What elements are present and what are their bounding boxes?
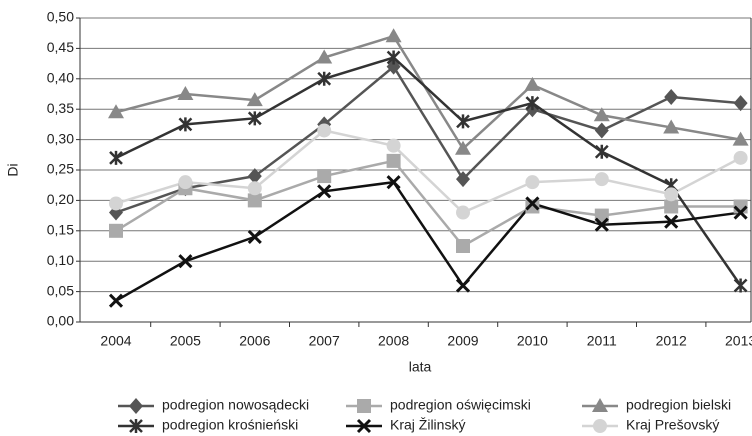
data-point: [663, 119, 680, 134]
legend-label: podregion bielski: [626, 397, 731, 413]
data-point: [664, 89, 679, 106]
data-point: [109, 150, 123, 165]
data-point: [177, 86, 194, 100]
x-tick-label: 2011: [587, 333, 617, 349]
y-tick-label: 0,20: [47, 191, 74, 207]
x-tick-label: 2012: [656, 333, 687, 349]
legend-marker: [129, 398, 143, 414]
x-tick-label: 2004: [100, 333, 131, 349]
data-point: [732, 131, 749, 146]
data-point: [525, 199, 540, 214]
data-point: [109, 223, 123, 238]
data-point: [733, 95, 748, 112]
y-tick-label: 0,10: [47, 252, 74, 268]
data-point: [247, 168, 262, 185]
data-point: [246, 92, 263, 107]
y-tick-label: 0,00: [47, 313, 74, 329]
x-tick-label: 2005: [170, 333, 201, 349]
legend-label: Kraj Prešovský: [626, 417, 719, 433]
y-tick-label: 0,30: [47, 130, 74, 146]
data-point: [108, 104, 124, 119]
y-tick-label: 0,45: [47, 39, 74, 55]
legend-label: podregion krośnieński: [162, 417, 298, 433]
x-tick-label: 2007: [309, 333, 340, 349]
data-point: [316, 49, 333, 64]
data-point: [317, 71, 332, 86]
legend-label: podregion nowosądecki: [162, 397, 309, 413]
series-line: [115, 129, 742, 215]
legend-label: Kraj Žilinský: [390, 417, 465, 433]
data-point: [456, 239, 470, 253]
data-point: [317, 184, 332, 199]
x-tick-label: 2013: [725, 333, 752, 349]
data-point: [525, 196, 540, 211]
data-point: [733, 150, 748, 165]
data-point: [108, 293, 124, 308]
data-point: [247, 229, 262, 244]
data-point: [247, 181, 262, 196]
series-line: [115, 180, 741, 302]
series-line: [115, 64, 741, 214]
data-point: [594, 144, 609, 159]
legend-marker: [129, 419, 143, 433]
series-line: [115, 159, 741, 248]
data-point: [386, 138, 401, 153]
y-tick-label: 0,35: [47, 100, 74, 116]
legend-marker: [357, 399, 371, 413]
data-point: [524, 76, 541, 91]
data-point: [593, 107, 610, 122]
data-point: [455, 140, 471, 155]
legend-label: podregion oświęcimski: [390, 397, 531, 413]
data-point: [109, 196, 123, 211]
data-point: [456, 171, 470, 188]
data-point: [317, 169, 332, 184]
data-point: [386, 153, 401, 168]
data-point: [247, 111, 262, 126]
series-line: [115, 34, 741, 151]
x-axis-label: lata: [409, 359, 432, 375]
data-point: [178, 175, 193, 190]
legend-marker: [592, 398, 608, 412]
data-point: [247, 193, 262, 208]
data-point: [594, 122, 609, 139]
y-tick-label: 0,15: [47, 222, 74, 238]
data-point: [385, 28, 402, 43]
data-point: [664, 199, 679, 214]
data-point: [456, 114, 470, 129]
x-tick-label: 2010: [517, 333, 548, 349]
x-tick-label: 2006: [239, 333, 270, 349]
y-tick-label: 0,40: [47, 70, 74, 86]
data-point: [386, 50, 401, 65]
data-point: [594, 217, 609, 232]
data-point: [525, 96, 540, 111]
y-tick-label: 0,50: [47, 9, 74, 25]
data-point: [525, 175, 540, 190]
x-tick-label: 2009: [447, 333, 478, 349]
y-tick-label: 0,05: [47, 282, 74, 298]
data-point: [456, 205, 470, 220]
data-point: [664, 187, 679, 202]
y-tick-label: 0,25: [47, 161, 74, 177]
data-point: [178, 117, 193, 132]
data-point: [733, 205, 748, 220]
series-line: [115, 56, 742, 287]
x-tick-label: 2008: [378, 333, 409, 349]
data-point: [664, 214, 679, 229]
legend-marker: [593, 419, 607, 433]
data-point: [386, 175, 401, 190]
data-point: [594, 172, 609, 187]
data-point: [178, 254, 193, 269]
data-point: [455, 278, 471, 293]
legend-marker: [356, 418, 372, 434]
data-point: [733, 278, 748, 293]
y-axis-label: Di: [5, 163, 21, 176]
data-point: [317, 123, 332, 138]
